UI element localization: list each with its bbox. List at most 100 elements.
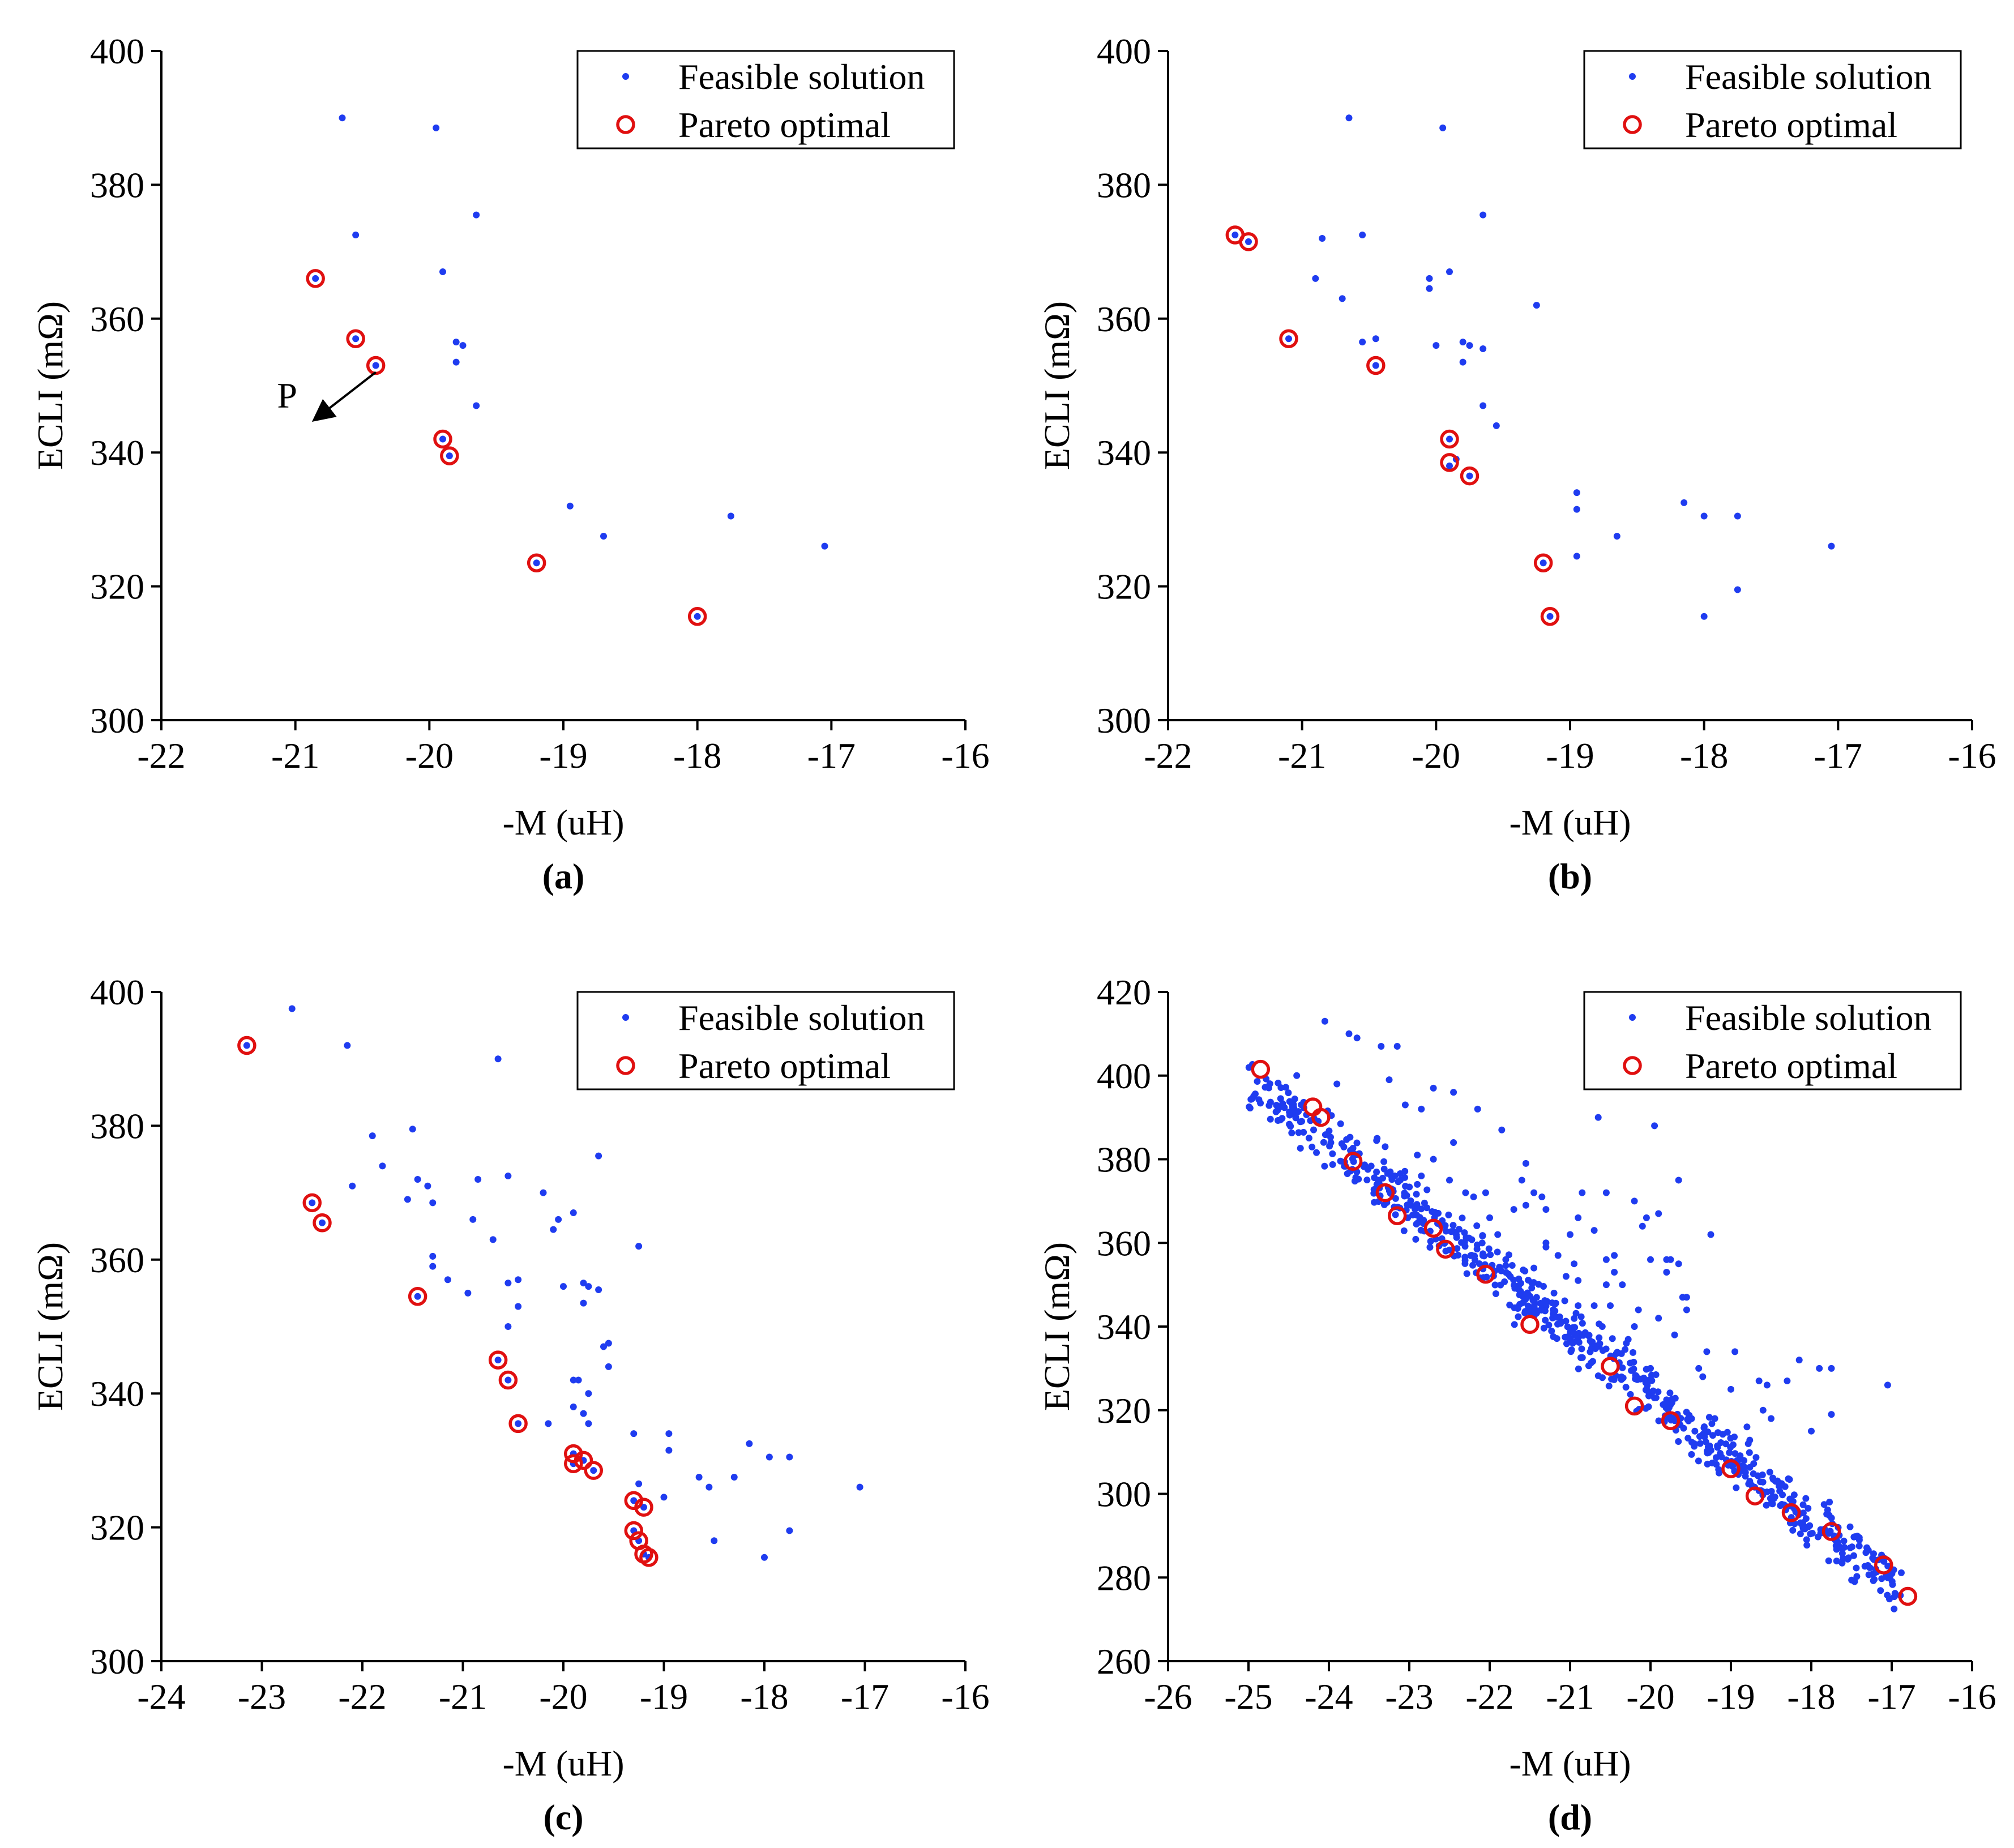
feasible-point [1340,1143,1348,1150]
feasible-point [288,1005,296,1012]
feasible-point [1551,1307,1559,1315]
feasible-point [1469,1261,1477,1269]
feasible-point [580,1410,587,1417]
feasible-point [1426,285,1433,292]
feasible-point [1540,559,1547,567]
feasible-point [1825,1557,1832,1564]
feasible-point [1709,1432,1717,1439]
feasible-point [1382,1143,1389,1150]
feasible-point [1510,1206,1517,1213]
y-tick-label: 280 [1097,1558,1151,1598]
feasible-point [694,613,701,620]
feasible-point [1337,1120,1344,1127]
legend-feasible-label: Feasible solution [678,57,925,97]
feasible-point [605,1340,612,1347]
feasible-point [1291,1096,1298,1103]
feasible-point [1353,1034,1361,1042]
feasible-point [1292,1113,1299,1120]
feasible-point [1450,1089,1457,1096]
feasible-point [1686,1411,1693,1419]
feasible-point [1463,1270,1470,1277]
feasible-point [1776,1487,1784,1495]
x-tick-label: -16 [941,1676,989,1717]
feasible-point [1639,1222,1646,1230]
feasible-point [1746,1449,1753,1456]
feasible-point [1277,1103,1285,1110]
pareto-point [1343,1152,1363,1171]
feasible-point [1325,1127,1333,1135]
feasible-point [414,1175,421,1183]
y-tick-label: 380 [90,165,144,205]
feasible-point [1828,1411,1835,1418]
feasible-point [1635,1306,1642,1314]
feasible-point [1374,1135,1381,1142]
feasible-point [1561,1297,1568,1304]
feasible-point [1522,1160,1529,1167]
feasible-point [1515,1313,1522,1320]
feasible-point [1459,339,1466,346]
feasible-point [580,1280,587,1287]
feasible-point [1841,1543,1848,1551]
legend: Feasible solution Pareto optimal [576,991,955,1090]
feasible-point [1298,1101,1305,1109]
feasible-point [1768,1415,1774,1422]
feasible-point [570,1209,577,1217]
feasible-point [1423,1186,1431,1194]
feasible-point [489,1236,497,1243]
x-tick-label: -20 [405,735,454,776]
feasible-point [1494,1231,1502,1238]
feasible-point [1666,1413,1674,1421]
feasible-point [550,1226,557,1233]
feasible-point [1897,1569,1905,1576]
feasible-point [1508,1262,1516,1269]
feasible-point [379,1162,386,1170]
pareto-point [306,269,325,288]
feasible-point [1596,1340,1603,1348]
feasible-point [640,1504,647,1511]
feasible-point [1346,1133,1354,1141]
feasible-point [1426,275,1433,282]
feasible-point [1400,1227,1408,1234]
feasible-point [515,1420,522,1427]
feasible-point [1587,1337,1594,1345]
legend-pareto-marker [1623,1056,1642,1075]
feasible-point [1741,1464,1748,1471]
x-tick-label: -21 [1546,1676,1594,1717]
legend-feasible-marker [1629,73,1636,80]
legend-box [1583,991,1962,1090]
feasible-point [1522,1296,1529,1303]
feasible-point [1524,1302,1532,1310]
y-tick-label: 360 [1097,1223,1151,1263]
feasible-point [1493,422,1500,429]
feasible-point [1373,1169,1380,1176]
pareto-point [1476,1264,1495,1284]
feasible-point [1778,1480,1785,1487]
feasible-point [1652,1371,1660,1379]
feasible-point [1799,1509,1807,1517]
x-tick-label: -22 [338,1676,386,1717]
feasible-point [1528,1279,1536,1286]
feasible-point [1771,1493,1778,1500]
feasible-point [1575,1365,1582,1372]
x-tick-label: -23 [1385,1676,1433,1717]
feasible-point [1891,1605,1898,1612]
feasible-point [705,1483,713,1491]
pareto-point [1436,1239,1455,1259]
feasible-point [1538,1193,1546,1200]
feasible-point [1540,1324,1547,1332]
feasible-point [1683,1306,1690,1314]
legend: Feasible solution Pareto optimal [1583,50,1962,149]
feasible-point [1329,1161,1336,1168]
pareto-point [1821,1522,1841,1541]
feasible-point [1295,1129,1302,1136]
feasible-point [1480,211,1487,219]
feasible-point [1546,613,1554,620]
feasible-point [727,512,734,520]
feasible-point [1339,295,1346,302]
pareto-point [1251,1059,1271,1079]
feasible-point [1865,1571,1872,1578]
feasible-point [1476,1260,1483,1268]
feasible-point [1884,1381,1891,1389]
feasible-point [1275,1079,1282,1086]
